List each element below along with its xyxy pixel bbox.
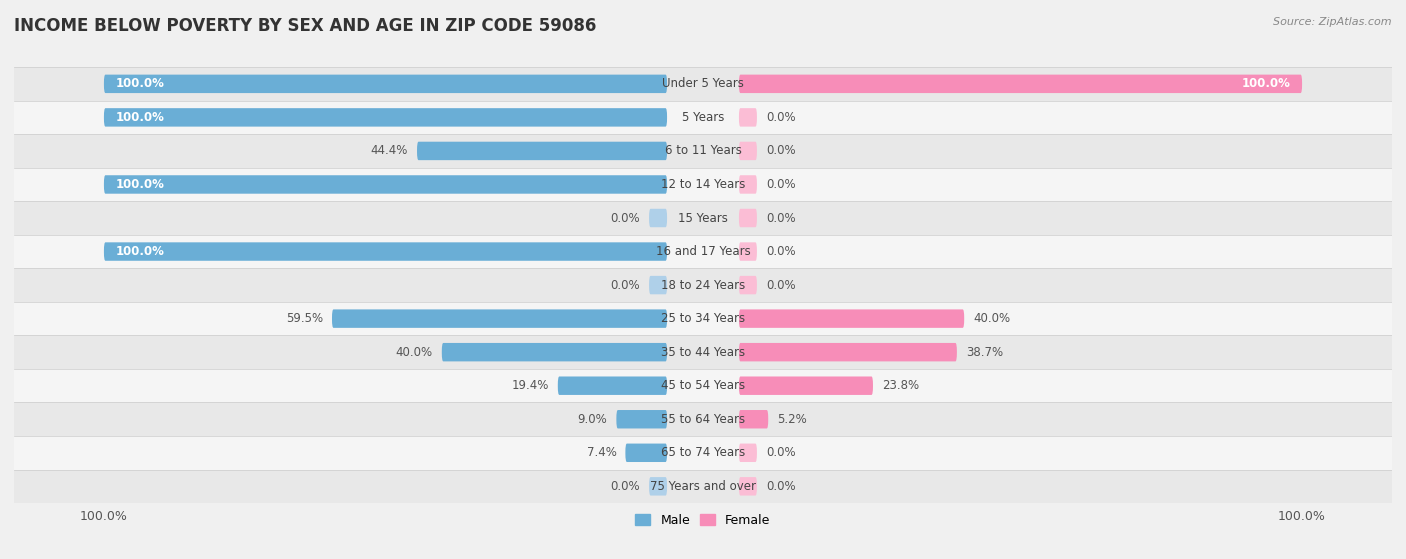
- Text: 0.0%: 0.0%: [610, 211, 640, 225]
- Bar: [14, 67, 1392, 101]
- Bar: [14, 369, 1392, 402]
- Text: 55 to 64 Years: 55 to 64 Years: [661, 413, 745, 426]
- Text: 25 to 34 Years: 25 to 34 Years: [661, 312, 745, 325]
- Text: INCOME BELOW POVERTY BY SEX AND AGE IN ZIP CODE 59086: INCOME BELOW POVERTY BY SEX AND AGE IN Z…: [14, 17, 596, 35]
- Text: 5 Years: 5 Years: [682, 111, 724, 124]
- Bar: [14, 335, 1392, 369]
- Bar: [14, 436, 1392, 470]
- FancyBboxPatch shape: [104, 243, 666, 260]
- FancyBboxPatch shape: [616, 410, 666, 429]
- Bar: [14, 101, 1392, 134]
- Bar: [14, 168, 1392, 201]
- FancyBboxPatch shape: [104, 175, 666, 193]
- Text: 18 to 24 Years: 18 to 24 Years: [661, 278, 745, 292]
- Text: 100.0%: 100.0%: [115, 178, 165, 191]
- FancyBboxPatch shape: [626, 444, 666, 462]
- Text: 0.0%: 0.0%: [766, 446, 796, 459]
- Text: 6 to 11 Years: 6 to 11 Years: [665, 144, 741, 158]
- FancyBboxPatch shape: [650, 276, 666, 294]
- FancyBboxPatch shape: [740, 310, 965, 328]
- Text: 12 to 14 Years: 12 to 14 Years: [661, 178, 745, 191]
- FancyBboxPatch shape: [740, 343, 957, 362]
- Text: 0.0%: 0.0%: [610, 480, 640, 493]
- Text: 59.5%: 59.5%: [285, 312, 323, 325]
- Text: 19.4%: 19.4%: [512, 379, 548, 392]
- Text: 0.0%: 0.0%: [766, 245, 796, 258]
- Text: 100.0%: 100.0%: [115, 245, 165, 258]
- Text: 15 Years: 15 Years: [678, 211, 728, 225]
- FancyBboxPatch shape: [740, 477, 756, 496]
- Text: 35 to 44 Years: 35 to 44 Years: [661, 345, 745, 359]
- FancyBboxPatch shape: [740, 209, 756, 227]
- Text: 65 to 74 Years: 65 to 74 Years: [661, 446, 745, 459]
- Text: 5.2%: 5.2%: [778, 413, 807, 426]
- FancyBboxPatch shape: [104, 74, 666, 93]
- Text: 100.0%: 100.0%: [1241, 77, 1291, 91]
- Text: Source: ZipAtlas.com: Source: ZipAtlas.com: [1274, 17, 1392, 27]
- FancyBboxPatch shape: [740, 410, 768, 429]
- Bar: [14, 470, 1392, 503]
- Text: 0.0%: 0.0%: [766, 211, 796, 225]
- Text: 40.0%: 40.0%: [395, 345, 433, 359]
- Bar: [14, 134, 1392, 168]
- Text: Under 5 Years: Under 5 Years: [662, 77, 744, 91]
- Text: 0.0%: 0.0%: [610, 278, 640, 292]
- FancyBboxPatch shape: [740, 142, 756, 160]
- FancyBboxPatch shape: [740, 243, 756, 260]
- Text: 0.0%: 0.0%: [766, 144, 796, 158]
- FancyBboxPatch shape: [418, 142, 666, 160]
- Bar: [14, 201, 1392, 235]
- Text: 0.0%: 0.0%: [766, 111, 796, 124]
- Text: 75 Years and over: 75 Years and over: [650, 480, 756, 493]
- Text: 100.0%: 100.0%: [115, 111, 165, 124]
- FancyBboxPatch shape: [740, 175, 756, 193]
- FancyBboxPatch shape: [441, 343, 666, 362]
- FancyBboxPatch shape: [740, 108, 756, 126]
- Text: 16 and 17 Years: 16 and 17 Years: [655, 245, 751, 258]
- FancyBboxPatch shape: [740, 74, 1302, 93]
- Text: 40.0%: 40.0%: [973, 312, 1011, 325]
- Text: 9.0%: 9.0%: [578, 413, 607, 426]
- FancyBboxPatch shape: [558, 377, 666, 395]
- Legend: Male, Female: Male, Female: [630, 509, 776, 532]
- Text: 0.0%: 0.0%: [766, 178, 796, 191]
- FancyBboxPatch shape: [740, 377, 873, 395]
- FancyBboxPatch shape: [104, 108, 666, 126]
- Bar: [14, 402, 1392, 436]
- FancyBboxPatch shape: [650, 209, 666, 227]
- Text: 0.0%: 0.0%: [766, 480, 796, 493]
- Text: 0.0%: 0.0%: [766, 278, 796, 292]
- Bar: [14, 302, 1392, 335]
- FancyBboxPatch shape: [740, 276, 756, 294]
- Bar: [14, 235, 1392, 268]
- Text: 38.7%: 38.7%: [966, 345, 1002, 359]
- Bar: [14, 268, 1392, 302]
- FancyBboxPatch shape: [740, 444, 756, 462]
- FancyBboxPatch shape: [332, 310, 666, 328]
- Text: 23.8%: 23.8%: [882, 379, 920, 392]
- Text: 7.4%: 7.4%: [586, 446, 616, 459]
- Text: 100.0%: 100.0%: [115, 77, 165, 91]
- Text: 44.4%: 44.4%: [371, 144, 408, 158]
- FancyBboxPatch shape: [650, 477, 666, 496]
- Text: 45 to 54 Years: 45 to 54 Years: [661, 379, 745, 392]
